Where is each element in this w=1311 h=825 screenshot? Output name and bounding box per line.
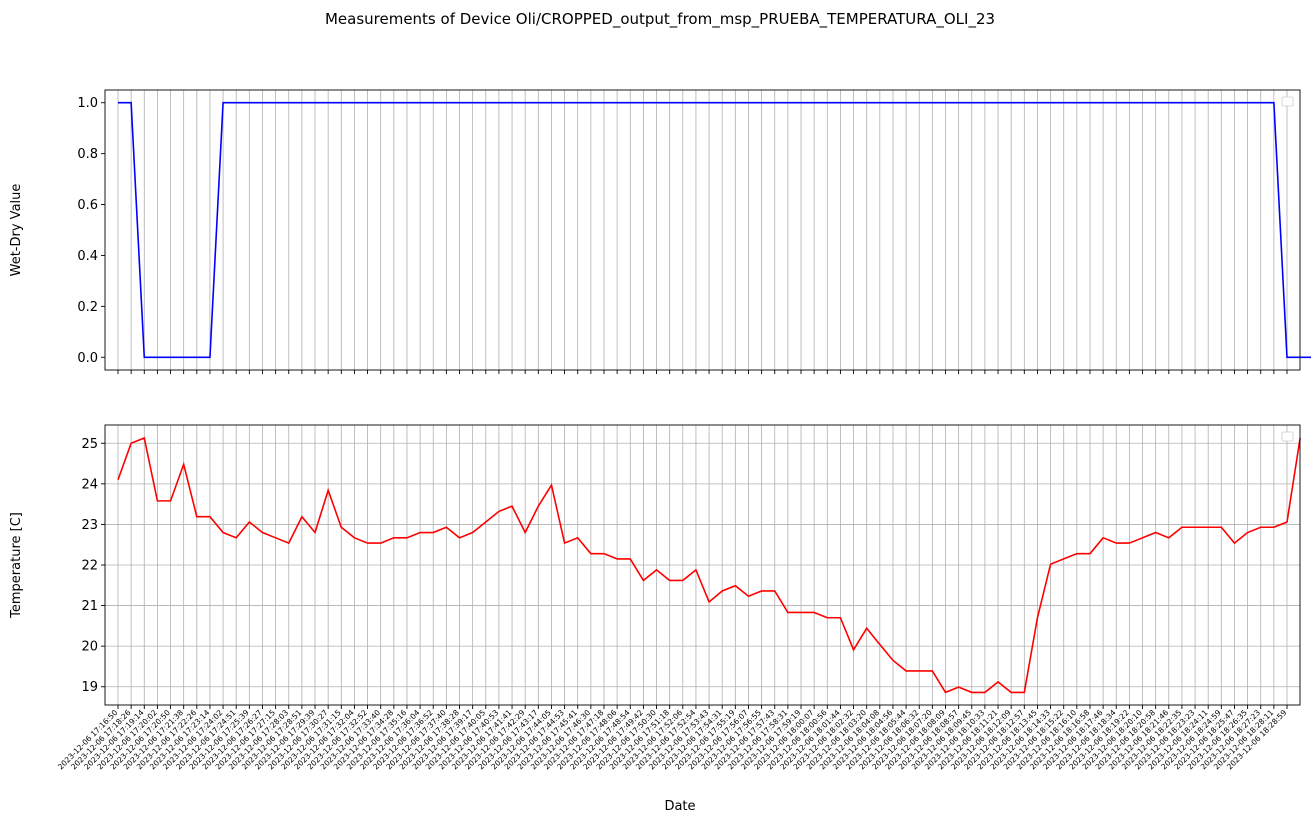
temperature-y-tick-label: 21 <box>81 599 98 614</box>
wet-dry-legend <box>1281 96 1294 107</box>
x-axis-label: Date <box>664 799 695 814</box>
wet-dry-y-tick-label: 0.2 <box>77 300 98 315</box>
temperature-y-tick-label: 24 <box>81 477 98 492</box>
temperature-y-axis-label: Temperature [C] <box>9 512 24 619</box>
temperature-y-tick-label: 19 <box>81 680 98 695</box>
temperature-y-tick-label: 20 <box>81 640 98 655</box>
wet-dry-plot-area <box>105 90 1300 370</box>
temperature-y-tick-label: 23 <box>81 518 98 533</box>
wet-dry-subplot: 0.0 0.2 0.4 0.6 0.8 1.0 <box>77 89 1311 374</box>
temperature-y-tick-label: 25 <box>81 437 98 452</box>
temperature-legend <box>1281 431 1294 442</box>
wet-dry-y-tick-label: 0.8 <box>77 147 98 162</box>
wet-dry-axes-frame <box>104 89 1301 371</box>
wet-dry-y-tick-label: 0.4 <box>77 249 98 264</box>
wet-dry-y-tick-label: 1.0 <box>77 96 98 111</box>
figure-title: Measurements of Device Oli/CROPPED_outpu… <box>325 10 995 29</box>
wet-dry-y-tick-label: 0.0 <box>77 351 98 366</box>
wet-dry-y-tick-label: 0.6 <box>77 198 98 213</box>
temperature-y-tick-label: 22 <box>81 559 98 574</box>
wet-dry-y-axis-label: Wet-Dry Value <box>9 184 24 277</box>
wet-dry-series-line <box>118 101 1311 359</box>
temperature-series-line <box>117 436 1301 694</box>
